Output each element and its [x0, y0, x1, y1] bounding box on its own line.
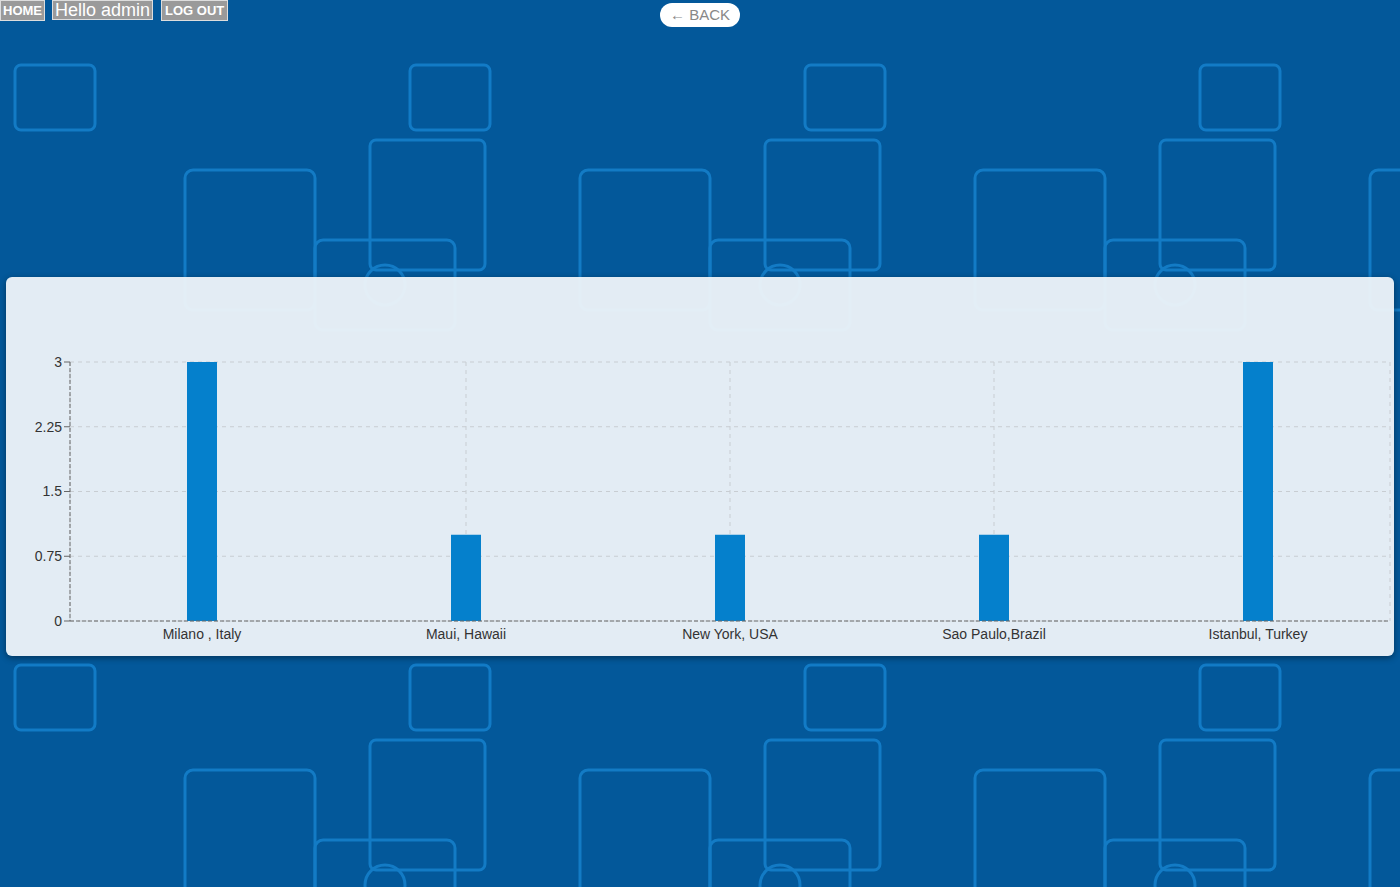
svg-text:New York, USA: New York, USA [682, 626, 778, 642]
svg-text:0.75: 0.75 [35, 548, 62, 564]
svg-text:2.25: 2.25 [35, 419, 62, 435]
html-text:Hello admin: Hello admin [55, 0, 150, 20]
html-text:← BACK: ← BACK [670, 6, 730, 23]
svg-text:Istanbul, Turkey: Istanbul, Turkey [1209, 626, 1308, 642]
svg-text:1.5: 1.5 [43, 483, 63, 499]
svg-text:0: 0 [54, 613, 62, 629]
html-text:LOG OUT: LOG OUT [165, 3, 225, 18]
svg-text:3: 3 [54, 354, 62, 370]
html-text:HOME: HOME [3, 3, 42, 18]
svg-text:Sao Paulo,Brazil: Sao Paulo,Brazil [942, 626, 1046, 642]
svg-text:Maui, Hawaii: Maui, Hawaii [426, 626, 506, 642]
svg-text:Milano , Italy: Milano , Italy [163, 626, 242, 642]
